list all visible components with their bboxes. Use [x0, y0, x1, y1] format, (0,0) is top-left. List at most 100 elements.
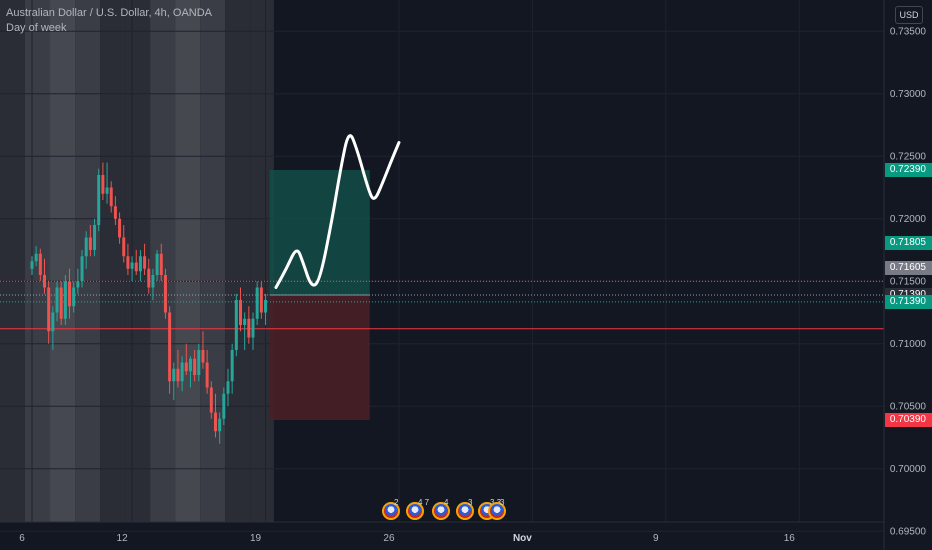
- y-tick-label: 0.70500: [890, 401, 927, 412]
- candle-body: [105, 187, 109, 194]
- candle-body: [68, 281, 72, 307]
- x-tick-label: 26: [383, 533, 395, 544]
- candle-body: [47, 287, 51, 332]
- y-tick-label: 0.71000: [890, 339, 927, 350]
- y-tick-label: 0.69500: [890, 526, 927, 537]
- event-count: 4: [444, 498, 449, 507]
- day-band: [175, 0, 201, 522]
- candle-body: [255, 287, 259, 319]
- candle-body: [88, 237, 92, 250]
- day-band: [100, 0, 126, 522]
- candle-body: [130, 262, 134, 269]
- candle-body: [264, 300, 268, 313]
- day-band: [225, 0, 251, 522]
- candle-body: [55, 287, 59, 313]
- candle-body: [134, 262, 138, 272]
- x-axis-ticks: 6 12 19 26 Nov 9 16: [19, 533, 795, 544]
- candle-body: [230, 350, 234, 382]
- y-axis-ticks: 0.73500 0.73000 0.72500 0.72000 0.71500 0.710…: [890, 26, 927, 537]
- y-tick-label: 0.72500: [890, 151, 927, 162]
- candle-body: [113, 206, 117, 219]
- day-band: [200, 0, 226, 522]
- candle-body: [38, 253, 42, 275]
- day-band: [0, 0, 26, 522]
- economic-event-icon[interactable]: [432, 502, 450, 520]
- y-tick-label: 0.70000: [890, 464, 927, 475]
- candle-body: [193, 358, 197, 375]
- candle-body: [84, 237, 88, 257]
- candle-body: [201, 350, 205, 363]
- candle-body: [205, 362, 209, 388]
- candles: [30, 162, 268, 444]
- candle-body: [222, 393, 226, 419]
- day-band: [50, 0, 76, 522]
- candle-body: [51, 312, 55, 332]
- candle-body: [213, 412, 217, 432]
- y-tick-label: 0.72000: [890, 214, 927, 225]
- x-tick-label: 6: [19, 533, 25, 544]
- candle-body: [172, 368, 176, 382]
- candle-body: [118, 218, 122, 238]
- candle-body: [143, 256, 147, 269]
- event-count: 3: [468, 498, 473, 507]
- candle-body: [197, 350, 201, 375]
- candle-body: [234, 300, 238, 350]
- candle-body: [72, 287, 76, 307]
- x-tick-label: 16: [784, 533, 796, 544]
- candle-body: [151, 275, 155, 288]
- candle-body: [243, 318, 247, 325]
- candle-body: [168, 312, 172, 382]
- candle-body: [63, 281, 67, 319]
- candle-body: [184, 362, 188, 372]
- economic-event-icon[interactable]: [382, 502, 400, 520]
- candle-body: [34, 253, 38, 262]
- x-tick-label: 12: [117, 533, 129, 544]
- indicator-label[interactable]: Day of week: [6, 22, 67, 34]
- event-count: 3: [500, 498, 505, 507]
- candle-body: [126, 256, 130, 269]
- candle-body: [155, 253, 159, 275]
- candle-body: [147, 268, 151, 288]
- candle-body: [93, 225, 97, 250]
- price-label: 0.71390: [885, 294, 932, 309]
- candle-body: [247, 318, 251, 338]
- symbol-title: Australian Dollar / U.S. Dollar, 4h, OAN…: [6, 7, 213, 19]
- economic-event-icon[interactable]: [456, 502, 474, 520]
- candle-body: [101, 175, 105, 194]
- y-tick-label: 0.71500: [890, 276, 927, 287]
- candle-body: [176, 368, 180, 382]
- candle-body: [76, 281, 80, 288]
- candle-body: [122, 237, 126, 257]
- candle-body: [80, 256, 84, 282]
- price-label: 0.70390: [885, 413, 932, 427]
- x-tick-label: 9: [653, 533, 659, 544]
- currency-button[interactable]: USD: [895, 6, 923, 24]
- event-count: 4 7: [418, 498, 430, 507]
- economic-event-icon[interactable]: [488, 502, 506, 520]
- candle-body: [97, 175, 101, 225]
- candle-body: [209, 387, 213, 413]
- candle-body: [251, 318, 255, 338]
- candle-body: [163, 275, 167, 313]
- candle-body: [30, 261, 34, 269]
- y-tick-label: 0.73000: [890, 89, 927, 100]
- candle-body: [226, 381, 230, 394]
- day-band: [75, 0, 101, 522]
- loss-zone: [269, 295, 370, 420]
- economic-event-icon[interactable]: [406, 502, 424, 520]
- y-tick-label: 0.73500: [890, 26, 927, 37]
- candle-body: [159, 253, 163, 275]
- candle-body: [43, 275, 47, 288]
- candle-body: [239, 300, 242, 325]
- drawn-projection-path: [274, 134, 401, 289]
- candle-body: [180, 362, 184, 382]
- day-band: [250, 0, 274, 522]
- x-tick-label: 19: [250, 533, 262, 544]
- price-label: 0.71805: [885, 236, 932, 251]
- hand-drawn-path: [274, 134, 401, 289]
- candle-body: [138, 256, 142, 272]
- candle-body: [188, 358, 192, 372]
- x-tick-label: Nov: [513, 533, 532, 544]
- price-label: 0.72390: [885, 163, 932, 177]
